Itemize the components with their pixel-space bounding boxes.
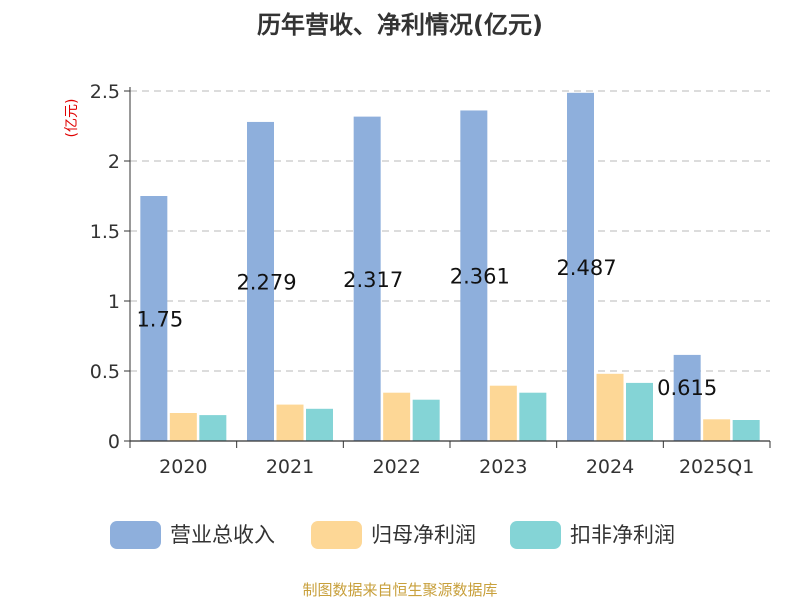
bar-revenue (353, 116, 381, 442)
legend-swatch (110, 521, 161, 549)
bar-deducted-net-profit (412, 399, 440, 441)
y-tick-label: 1 (108, 291, 120, 313)
data-label-revenue: 2.317 (343, 268, 403, 292)
bar-deducted-net-profit (732, 420, 760, 441)
data-label-revenue: 1.75 (136, 308, 183, 332)
chart-title: 历年营收、净利情况(亿元) (257, 11, 543, 39)
bar-deducted-net-profit (626, 382, 653, 441)
bar-deducted-net-profit (199, 415, 227, 441)
y-tick-label: 1.5 (90, 221, 120, 243)
bar-net-profit (383, 392, 411, 441)
legend-swatch (311, 521, 362, 549)
y-tick-label: 0 (108, 431, 120, 453)
legend-label: 营业总收入 (170, 523, 275, 547)
legend-label: 扣非净利润 (570, 523, 675, 547)
x-tick-label: 2022 (372, 456, 420, 478)
data-labels: 1.75 2.279 2.317 2.361 2.487 0.615 (136, 256, 717, 400)
y-tick-label: 2.5 (90, 81, 120, 103)
bars (140, 92, 760, 442)
source-note: 制图数据来自恒生聚源数据库 (302, 581, 497, 599)
bar-net-profit (596, 373, 624, 441)
y-axis-unit: (亿元) (64, 99, 80, 138)
gridlines (130, 90, 770, 372)
bar-net-profit (703, 419, 731, 441)
data-label-revenue: 2.361 (450, 265, 510, 289)
bar-deducted-net-profit (519, 392, 547, 441)
y-tick-label: 0.5 (90, 361, 120, 383)
legend-item[interactable]: 营业总收入 (110, 521, 275, 549)
bar-net-profit (489, 385, 517, 441)
data-label-revenue: 2.487 (556, 256, 616, 280)
x-tick-label: 2023 (479, 456, 527, 478)
legend[interactable]: 营业总收入 归母净利润 扣非净利润 (110, 521, 675, 549)
bar-deducted-net-profit (306, 408, 333, 441)
x-tick-label: 2021 (266, 456, 314, 478)
bar-revenue (673, 354, 701, 441)
bar-net-profit (276, 404, 304, 441)
bar-revenue (247, 121, 274, 441)
bar-revenue (140, 196, 168, 441)
data-label-revenue: 2.279 (236, 270, 296, 294)
x-tick-label: 2020 (159, 456, 207, 478)
legend-item[interactable]: 归母净利润 (311, 521, 476, 549)
x-axis-ticks: 2020 2021 2022 2023 2024 2025Q1 (159, 456, 754, 478)
bar-revenue (567, 92, 594, 441)
y-axis-ticks: 0 0.5 1 1.5 2 2.5 (90, 81, 131, 453)
legend-label: 归母净利润 (371, 523, 476, 547)
legend-swatch (510, 521, 561, 549)
data-label-revenue: 0.615 (657, 376, 717, 400)
bar-revenue (460, 110, 488, 442)
y-tick-label: 2 (108, 151, 120, 173)
x-axis (129, 440, 771, 448)
bar-net-profit (169, 413, 197, 441)
x-tick-label: 2025Q1 (679, 456, 754, 478)
x-tick-label: 2024 (586, 456, 634, 478)
legend-item[interactable]: 扣非净利润 (510, 521, 675, 549)
